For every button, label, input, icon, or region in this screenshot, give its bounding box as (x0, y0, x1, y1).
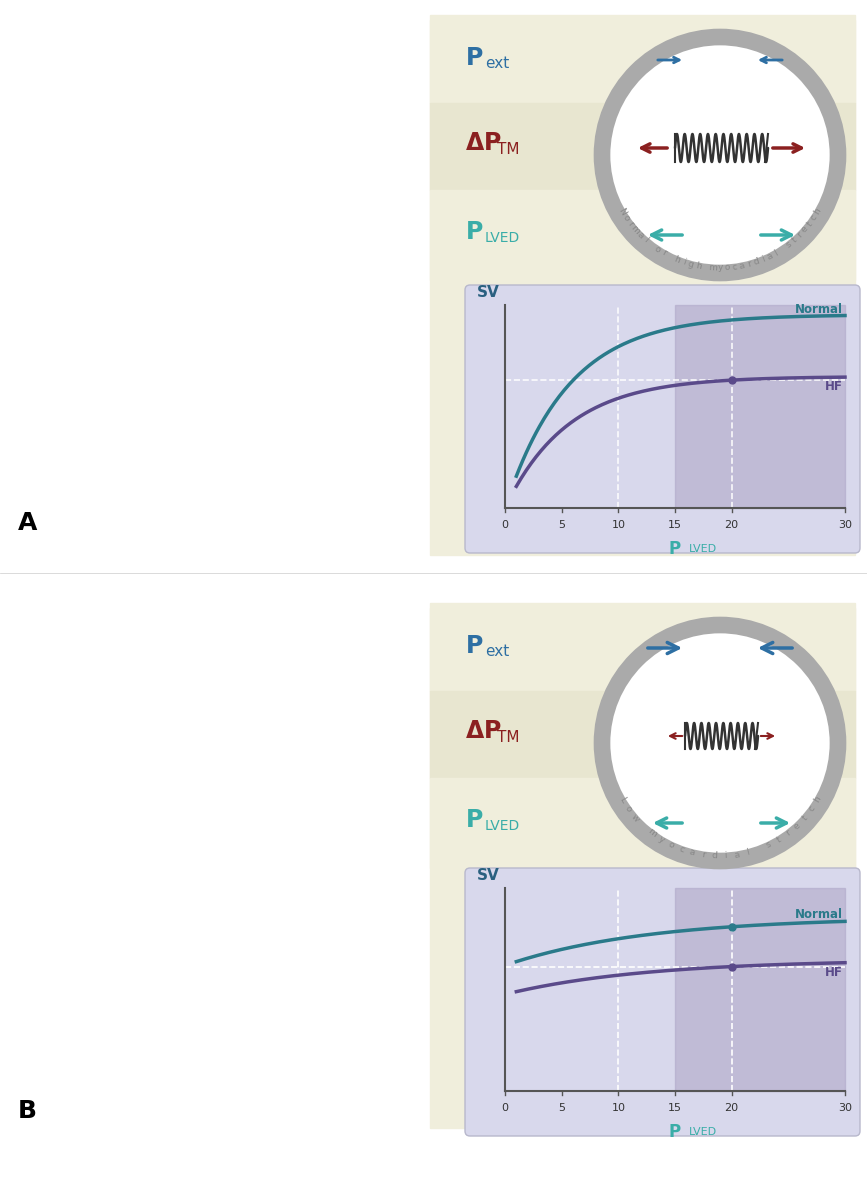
Text: 5: 5 (558, 1103, 565, 1114)
Text: e: e (792, 821, 802, 832)
Bar (675, 888, 845, 1091)
Text: 30: 30 (838, 1103, 852, 1114)
Bar (430, 608, 855, 691)
Bar (430, 14, 855, 554)
Text: 0: 0 (501, 1103, 509, 1114)
Bar (430, 602, 855, 1128)
Text: $\mathbf{\Delta P}$: $\mathbf{\Delta P}$ (465, 719, 502, 743)
Text: N: N (616, 206, 628, 217)
Text: $\mathbf{P}$: $\mathbf{P}$ (465, 46, 484, 70)
Text: HF: HF (825, 966, 843, 979)
Text: t: t (790, 235, 799, 245)
Text: Normal: Normal (795, 302, 843, 316)
Text: s: s (765, 840, 773, 850)
Text: y: y (656, 834, 666, 845)
Text: o: o (667, 840, 675, 850)
FancyBboxPatch shape (465, 868, 860, 1136)
Text: ext: ext (485, 643, 509, 659)
Text: c: c (806, 804, 817, 814)
Text: l: l (642, 235, 649, 245)
Bar (430, 190, 855, 280)
Text: P: P (669, 1123, 681, 1141)
Circle shape (608, 631, 832, 854)
Text: i: i (681, 257, 687, 266)
Text: o: o (623, 804, 634, 814)
Text: LVED: LVED (485, 818, 520, 833)
Text: l: l (773, 248, 780, 258)
Text: 0: 0 (501, 520, 509, 530)
Text: B: B (18, 1099, 37, 1123)
Text: r: r (701, 850, 706, 859)
Text: A: A (18, 511, 37, 535)
Text: c: c (732, 263, 738, 272)
Text: a: a (688, 847, 696, 858)
Text: a: a (635, 229, 645, 240)
Text: h: h (673, 254, 681, 265)
Text: r: r (626, 220, 635, 228)
Bar (430, 778, 855, 868)
Text: SV: SV (477, 284, 500, 300)
Text: o: o (653, 244, 662, 254)
Text: 20: 20 (725, 520, 739, 530)
Text: 10: 10 (611, 520, 625, 530)
Text: 10: 10 (611, 1103, 625, 1114)
Text: i: i (724, 851, 727, 860)
Bar (430, 103, 855, 190)
Text: s: s (785, 240, 793, 250)
Bar (430, 20, 855, 103)
Text: $\mathbf{P}$: $\mathbf{P}$ (465, 220, 484, 244)
Text: r: r (795, 230, 805, 240)
Text: m: m (629, 223, 642, 235)
Text: LVED: LVED (485, 230, 520, 245)
Text: LVED: LVED (689, 544, 717, 554)
Text: a: a (739, 260, 746, 271)
Text: t: t (800, 814, 809, 822)
Text: g: g (687, 259, 694, 269)
Text: d: d (753, 257, 760, 268)
Text: 15: 15 (668, 520, 682, 530)
Text: LVED: LVED (689, 1127, 717, 1138)
Text: e: e (799, 224, 810, 234)
Text: a: a (733, 850, 740, 859)
Text: Normal: Normal (795, 908, 843, 922)
Text: 30: 30 (838, 520, 852, 530)
Text: HF: HF (825, 380, 843, 394)
Text: o: o (724, 263, 730, 272)
Text: o: o (621, 212, 631, 222)
Text: h: h (694, 260, 701, 271)
FancyBboxPatch shape (465, 284, 860, 553)
Text: l: l (746, 848, 750, 857)
Text: TM: TM (497, 143, 519, 157)
Text: w: w (629, 812, 641, 823)
Text: ext: ext (485, 55, 509, 71)
Text: h: h (812, 206, 823, 216)
Text: r: r (660, 248, 668, 258)
Text: $\mathbf{\Delta P}$: $\mathbf{\Delta P}$ (465, 131, 502, 155)
Text: P: P (669, 540, 681, 558)
Text: r: r (784, 828, 792, 838)
Bar (430, 691, 855, 778)
Text: TM: TM (497, 731, 519, 745)
Circle shape (608, 43, 832, 266)
Text: i: i (760, 254, 766, 264)
Text: $\mathbf{P}$: $\mathbf{P}$ (465, 634, 484, 658)
Text: m: m (646, 827, 658, 839)
Text: $\mathbf{P}$: $\mathbf{P}$ (465, 808, 484, 832)
Text: 15: 15 (668, 1103, 682, 1114)
Text: c: c (677, 844, 685, 854)
Text: t: t (775, 835, 783, 845)
Text: 5: 5 (558, 520, 565, 530)
Text: y: y (717, 264, 723, 272)
Text: SV: SV (477, 868, 500, 883)
Text: t: t (805, 220, 814, 228)
Text: 20: 20 (725, 1103, 739, 1114)
Text: m: m (708, 263, 717, 272)
Text: d: d (711, 851, 718, 860)
Text: c: c (809, 214, 819, 222)
Text: r: r (746, 259, 753, 269)
Text: a: a (766, 251, 774, 262)
Text: L: L (617, 796, 628, 804)
Text: h: h (812, 794, 823, 804)
Bar (675, 305, 845, 508)
